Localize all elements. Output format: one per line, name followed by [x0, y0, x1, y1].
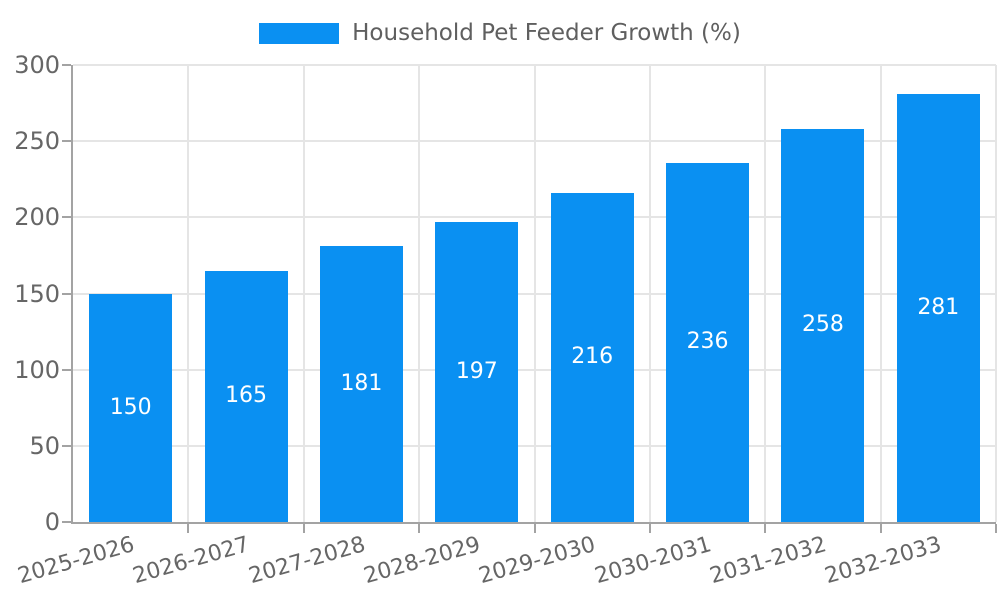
x-axis-tick-label: 2030-2031 — [591, 532, 714, 590]
y-axis-tick-label: 50 — [29, 431, 60, 460]
x-axis-tick — [879, 524, 882, 533]
x-axis-tick — [648, 524, 651, 533]
gridline-vertical — [879, 65, 882, 522]
y-axis-tick — [62, 140, 71, 143]
bar-value-label: 197 — [455, 358, 498, 384]
plot-area: 0 50 100 150 200 250 300 150 2025-2026 165 2026-20… — [14, 53, 997, 589]
bar-value-label: 150 — [109, 394, 152, 420]
y-axis-tick-label: 200 — [14, 203, 60, 232]
bar-value-label: 236 — [686, 329, 729, 355]
bar: 236 — [666, 162, 750, 522]
y-axis-tick — [62, 521, 71, 523]
x-axis-tick-label: 2026-2027 — [130, 532, 253, 590]
x-axis-tick-label: 2029-2030 — [476, 532, 599, 590]
bar: 197 — [435, 221, 519, 522]
gridline-vertical — [302, 65, 305, 522]
x-axis-tick-label: 2031-2032 — [707, 532, 830, 590]
x-axis-tick — [187, 524, 190, 533]
x-axis-tick-label: 2025-2026 — [14, 532, 138, 590]
bar: 281 — [896, 93, 980, 522]
bar: 165 — [204, 270, 288, 522]
x-axis-line — [71, 522, 996, 524]
gridline-vertical — [187, 65, 190, 522]
bar-value-label: 258 — [801, 312, 844, 338]
y-axis-tick-label: 100 — [14, 355, 60, 384]
y-axis-tick — [62, 444, 71, 447]
gridline-vertical — [995, 65, 997, 522]
y-axis-tick — [62, 292, 71, 295]
y-axis-tick — [62, 64, 71, 66]
bar: 216 — [550, 192, 634, 522]
y-axis-tick-label: 0 — [44, 508, 60, 536]
legend-swatch — [259, 22, 340, 44]
y-axis-tick — [62, 368, 71, 371]
y-axis-tick — [62, 216, 71, 219]
x-axis-tick-label: 2028-2029 — [360, 532, 484, 590]
y-axis-tick-label: 150 — [14, 279, 60, 308]
chart-legend: Household Pet Feeder Growth (%) — [0, 18, 1000, 48]
x-axis-tick — [302, 524, 305, 533]
x-axis-tick — [418, 524, 421, 533]
bar: 258 — [781, 128, 865, 522]
bar-value-label: 165 — [225, 383, 268, 409]
y-axis-tick-label: 300 — [14, 51, 60, 79]
gridline-vertical — [764, 65, 767, 522]
gridline-vertical — [533, 65, 536, 522]
gridline-vertical — [648, 65, 651, 522]
bar-value-label: 281 — [917, 294, 960, 320]
bar: 150 — [89, 293, 173, 522]
y-axis-tick-label: 250 — [14, 127, 60, 156]
bar-value-label: 216 — [571, 344, 614, 370]
legend-label: Household Pet Feeder Growth (%) — [352, 19, 741, 46]
gridline-vertical — [418, 65, 421, 522]
x-axis-tick — [533, 524, 536, 533]
y-axis-line — [71, 65, 73, 522]
x-axis-tick-label: 2027-2028 — [245, 532, 368, 590]
bar-value-label: 181 — [340, 371, 383, 397]
x-axis-tick-label: 2032-2033 — [822, 532, 945, 590]
x-axis-tick — [764, 524, 767, 533]
bar: 181 — [319, 246, 403, 522]
x-axis-tick — [995, 524, 997, 533]
